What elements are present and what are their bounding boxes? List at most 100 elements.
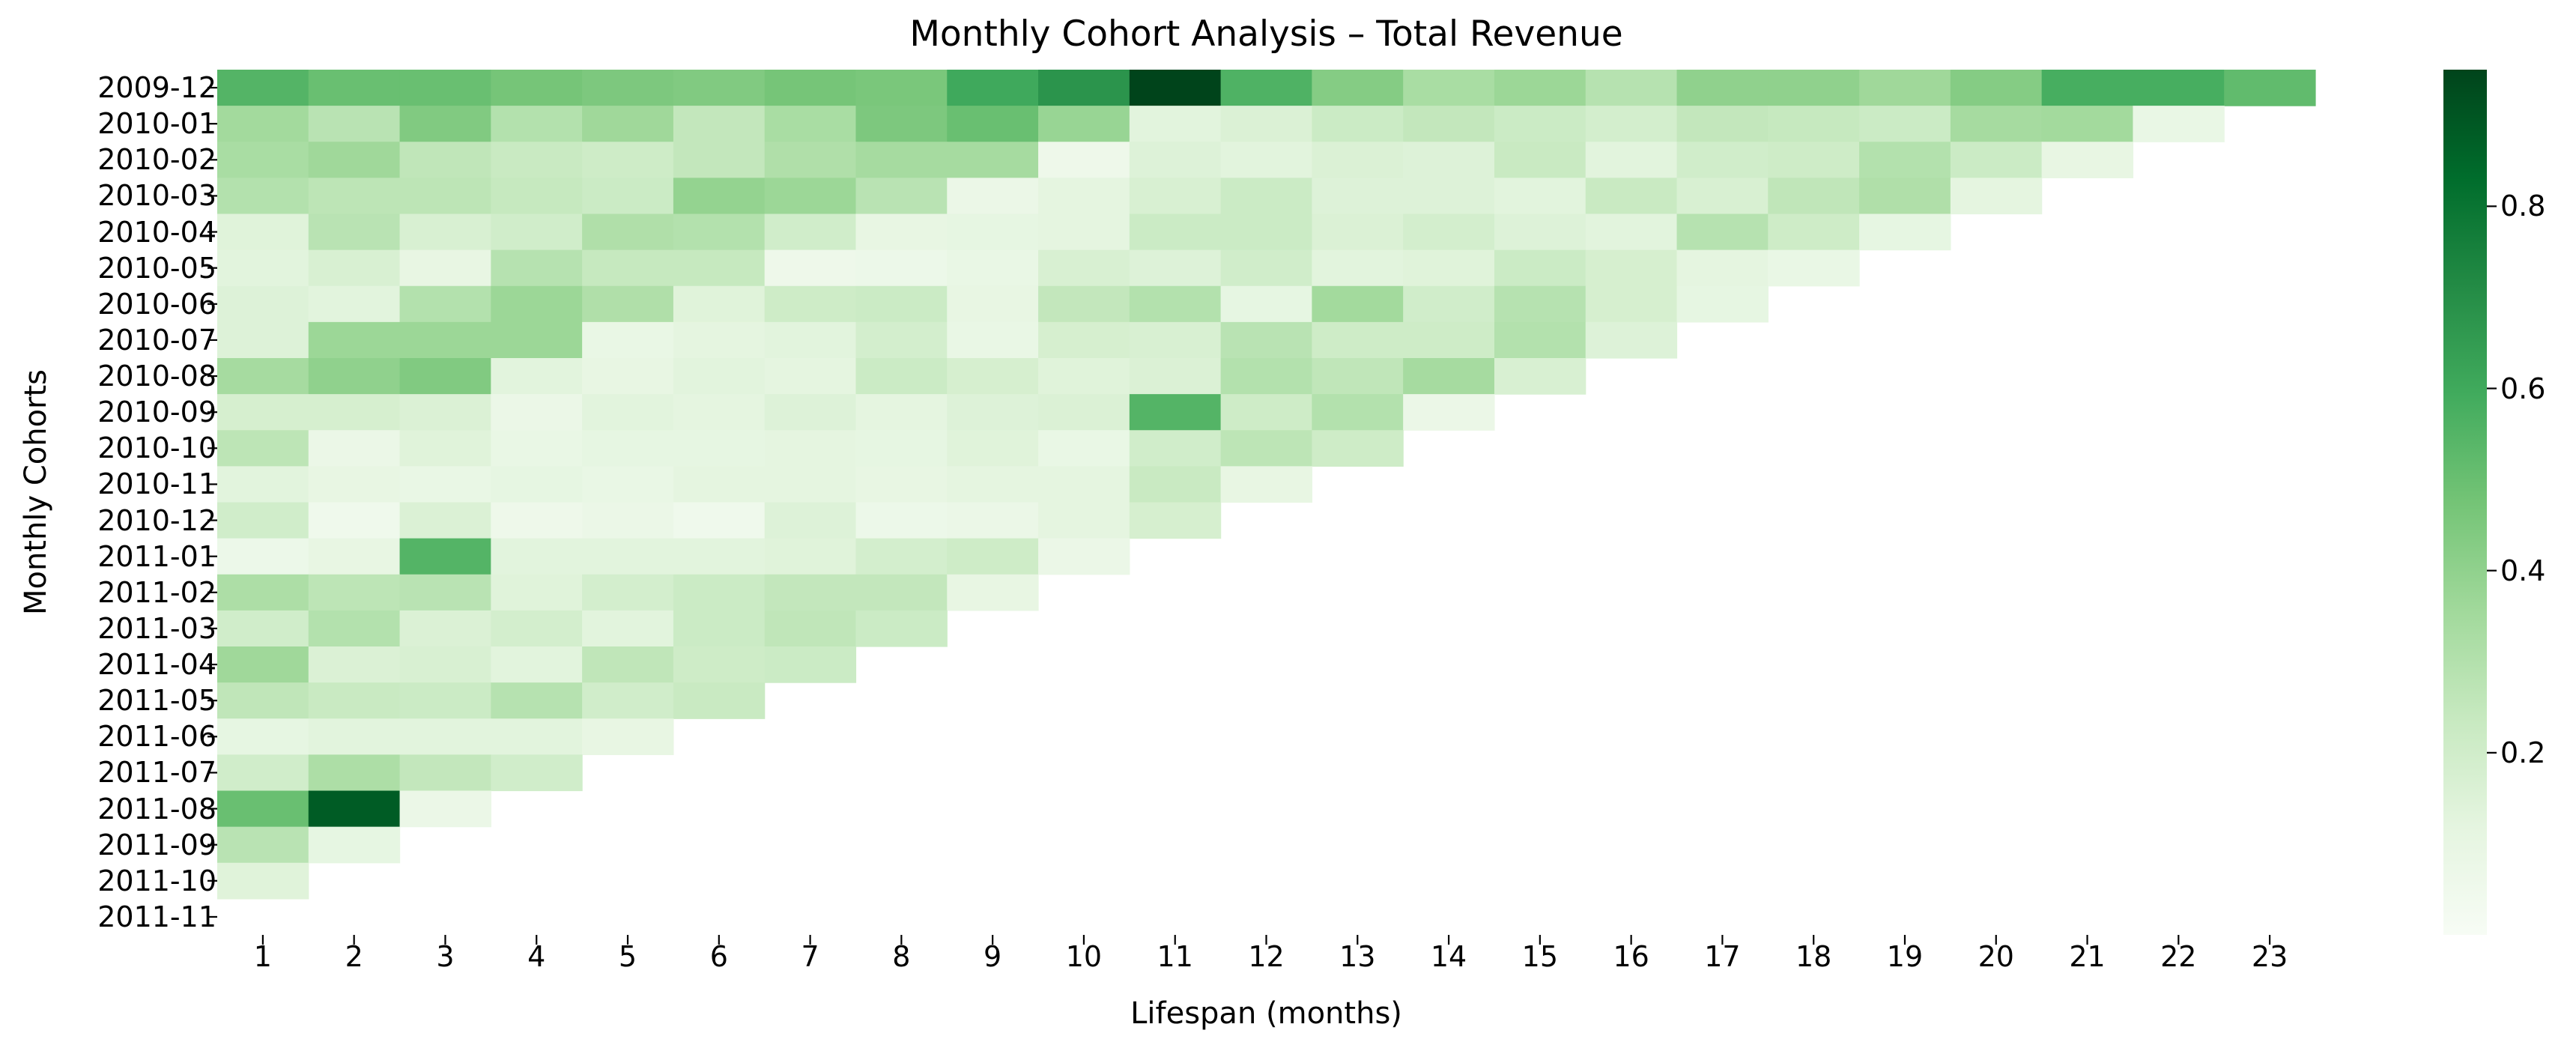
heatmap-cell <box>673 430 765 467</box>
x-tick-label: 4 <box>527 940 545 973</box>
x-tick-label: 15 <box>1522 940 1558 973</box>
y-tick-label: 2011-05 <box>97 686 216 715</box>
heatmap-cell <box>1859 214 1951 251</box>
x-tick-label: 9 <box>984 940 1001 973</box>
heatmap-cell <box>1038 466 1130 503</box>
heatmap-cell <box>400 466 491 503</box>
heatmap-cell <box>947 539 1038 575</box>
heatmap-cell <box>582 178 673 214</box>
heatmap-cell <box>855 70 947 106</box>
heatmap-cell <box>491 178 582 214</box>
heatmap-cell <box>1130 142 1221 178</box>
heatmap-cell <box>400 394 491 431</box>
heatmap-cell <box>309 466 400 503</box>
heatmap-cell <box>1768 70 1859 106</box>
heatmap-cell <box>765 358 856 395</box>
heatmap-cell <box>309 178 400 214</box>
heatmap-cell <box>217 682 309 719</box>
heatmap-cell <box>673 322 765 359</box>
heatmap-cell <box>309 611 400 647</box>
heatmap-cell <box>855 394 947 431</box>
heatmap-cell <box>765 575 856 611</box>
heatmap-cell <box>1403 178 1494 214</box>
heatmap-cell <box>400 646 491 683</box>
heatmap-cell <box>855 358 947 395</box>
heatmap-cell <box>765 430 856 467</box>
heatmap-cell <box>217 394 309 431</box>
heatmap-cell <box>765 503 856 539</box>
heatmap-cell <box>309 106 400 142</box>
y-tick-label: 2011-06 <box>97 722 216 751</box>
heatmap-cell <box>400 682 491 719</box>
x-tick-label: 7 <box>801 940 819 973</box>
x-tick-label: 16 <box>1613 940 1649 973</box>
heatmap-cell <box>1130 430 1221 467</box>
heatmap-cell <box>1312 358 1403 395</box>
heatmap-cell <box>673 358 765 395</box>
y-tick-label: 2011-10 <box>97 867 216 895</box>
heatmap-cell <box>217 791 309 828</box>
heatmap-cell <box>673 682 765 719</box>
heatmap-cell <box>1586 106 1677 142</box>
heatmap-cell <box>582 106 673 142</box>
heatmap-cell <box>1859 106 1951 142</box>
heatmap-cell <box>947 214 1038 251</box>
heatmap-cell <box>491 70 582 106</box>
heatmap-cell <box>765 322 856 359</box>
heatmap-cell <box>1130 70 1221 106</box>
heatmap-cell <box>673 611 765 647</box>
heatmap-cell <box>582 142 673 178</box>
y-tick-label: 2010-12 <box>97 506 216 535</box>
heatmap-cell <box>1038 503 1130 539</box>
heatmap-cell <box>1130 178 1221 214</box>
heatmap-cell <box>582 250 673 287</box>
y-tick-label: 2011-02 <box>97 578 216 607</box>
heatmap-cell <box>582 718 673 755</box>
x-tick-label: 22 <box>2160 940 2196 973</box>
heatmap-cell <box>1312 70 1403 106</box>
heatmap-cell <box>582 466 673 503</box>
heatmap-cell <box>1221 70 1312 106</box>
heatmap-cell <box>855 322 947 359</box>
heatmap-cell <box>309 646 400 683</box>
colorbar-tick-label: 0.8 <box>2500 190 2545 222</box>
heatmap-cell <box>400 70 491 106</box>
x-tick-label: 13 <box>1339 940 1375 973</box>
x-tick-label: 2 <box>345 940 363 973</box>
y-tick-label: 2010-03 <box>97 181 216 210</box>
heatmap-cell <box>1038 178 1130 214</box>
heatmap-cell <box>1586 142 1677 178</box>
heatmap-cell <box>1312 214 1403 251</box>
y-tick-label: 2010-04 <box>97 218 216 246</box>
x-tick-label: 8 <box>892 940 910 973</box>
heatmap-cell <box>1221 466 1312 503</box>
heatmap-cell <box>1312 322 1403 359</box>
heatmap-cell <box>1494 70 1586 106</box>
heatmap-cell <box>217 214 309 251</box>
heatmap-cell <box>217 754 309 791</box>
heatmap-cell <box>673 250 765 287</box>
heatmap-cell <box>855 430 947 467</box>
heatmap-cell <box>673 106 765 142</box>
heatmap-cell <box>491 430 582 467</box>
heatmap-cell <box>217 863 309 900</box>
heatmap-cell <box>1403 322 1494 359</box>
heatmap-cell <box>309 214 400 251</box>
heatmap-cell <box>309 754 400 791</box>
heatmap-cell <box>765 70 856 106</box>
heatmap-cell <box>1403 106 1494 142</box>
heatmap-cell <box>1312 430 1403 467</box>
x-tick-label: 1 <box>254 940 272 973</box>
heatmap-cell <box>217 178 309 214</box>
heatmap-cell <box>1677 286 1769 323</box>
heatmap-cell <box>309 718 400 755</box>
heatmap-cell <box>491 250 582 287</box>
heatmap-cell <box>1221 106 1312 142</box>
heatmap-cell <box>1038 286 1130 323</box>
heatmap-cell <box>765 250 856 287</box>
heatmap-cell <box>400 214 491 251</box>
heatmap-cell <box>673 286 765 323</box>
heatmap-cell <box>582 286 673 323</box>
heatmap-cell <box>309 286 400 323</box>
